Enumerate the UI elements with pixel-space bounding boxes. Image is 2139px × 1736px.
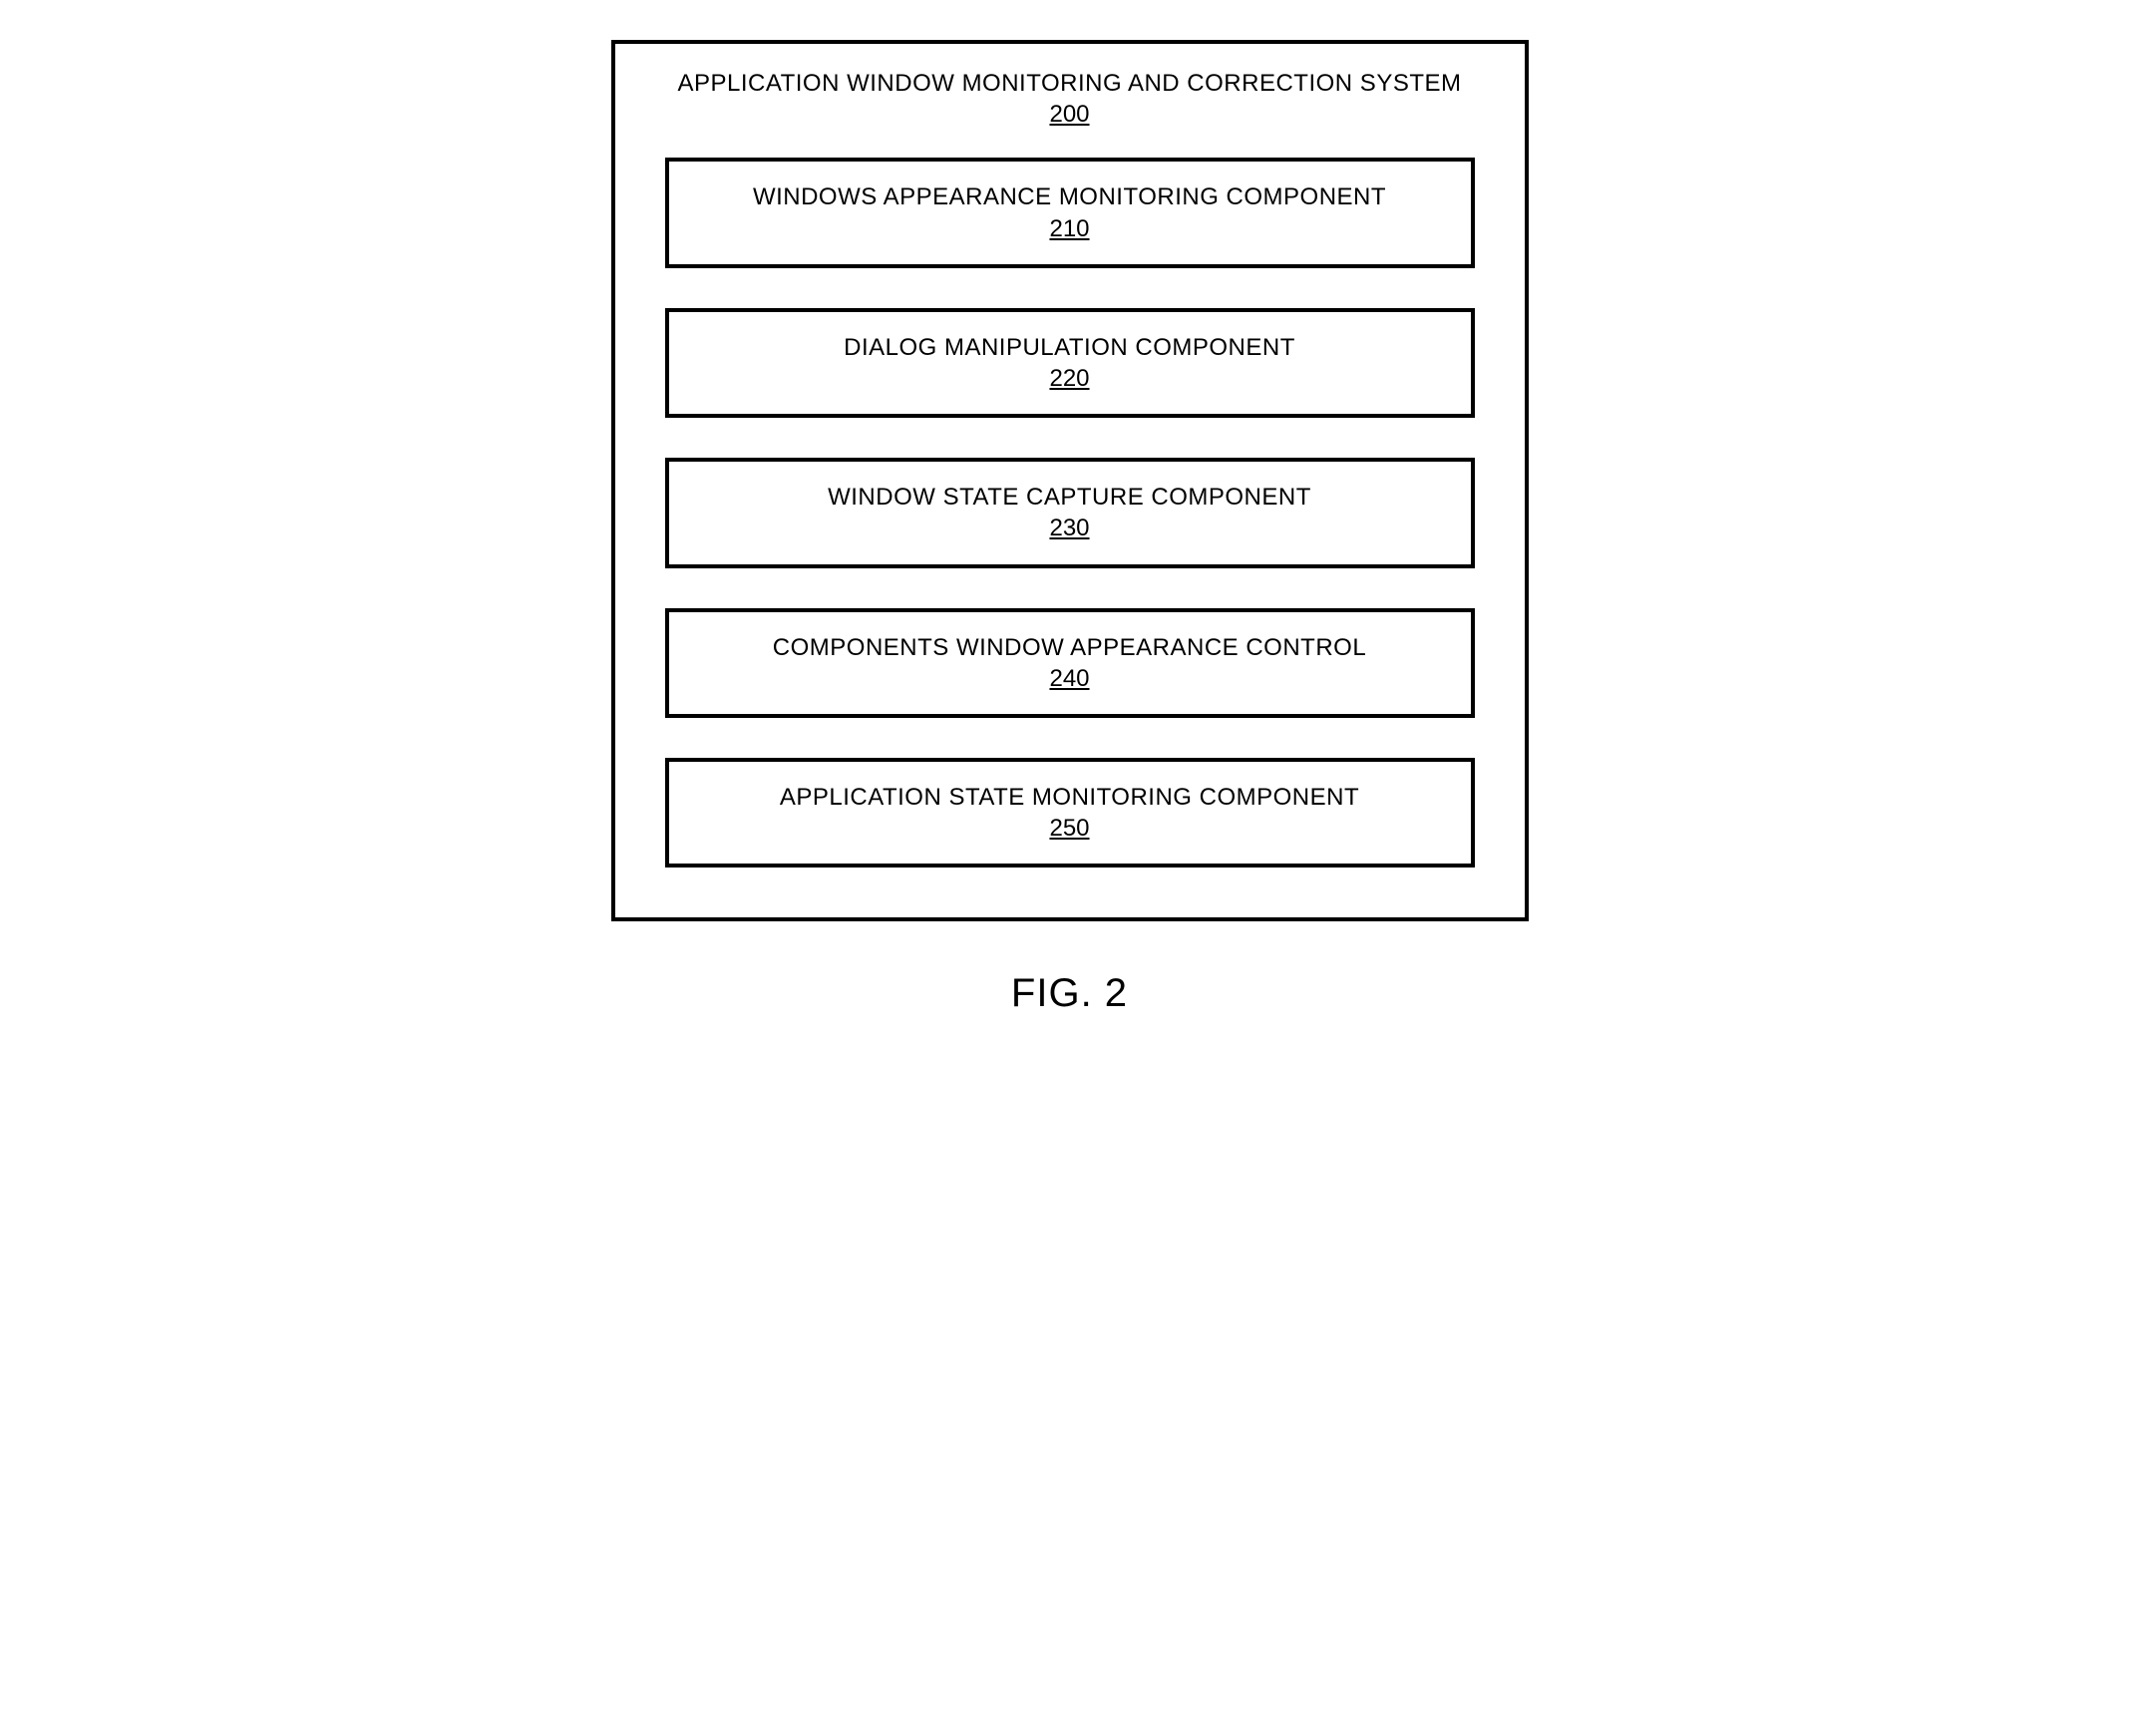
- component-box: APPLICATION STATE MONITORING COMPONENT 2…: [665, 758, 1475, 868]
- component-box: DIALOG MANIPULATION COMPONENT 220: [665, 308, 1475, 418]
- component-box: COMPONENTS WINDOW APPEARANCE CONTROL 240: [665, 608, 1475, 718]
- component-title: APPLICATION STATE MONITORING COMPONENT: [679, 782, 1461, 813]
- component-ref-number: 210: [679, 213, 1461, 244]
- component-ref-number: 250: [679, 813, 1461, 844]
- system-header: APPLICATION WINDOW MONITORING AND CORREC…: [665, 68, 1475, 130]
- component-title: DIALOG MANIPULATION COMPONENT: [679, 332, 1461, 363]
- component-title: COMPONENTS WINDOW APPEARANCE CONTROL: [679, 632, 1461, 663]
- component-box: WINDOW STATE CAPTURE COMPONENT 230: [665, 458, 1475, 567]
- component-title: WINDOWS APPEARANCE MONITORING COMPONENT: [679, 181, 1461, 212]
- system-container-box: APPLICATION WINDOW MONITORING AND CORREC…: [611, 40, 1529, 921]
- figure-label: FIG. 2: [1011, 971, 1128, 1016]
- component-ref-number: 230: [679, 513, 1461, 543]
- component-ref-number: 240: [679, 663, 1461, 694]
- component-box: WINDOWS APPEARANCE MONITORING COMPONENT …: [665, 158, 1475, 267]
- component-ref-number: 220: [679, 363, 1461, 394]
- system-title: APPLICATION WINDOW MONITORING AND CORREC…: [665, 68, 1475, 99]
- component-title: WINDOW STATE CAPTURE COMPONENT: [679, 482, 1461, 513]
- system-ref-number: 200: [665, 99, 1475, 130]
